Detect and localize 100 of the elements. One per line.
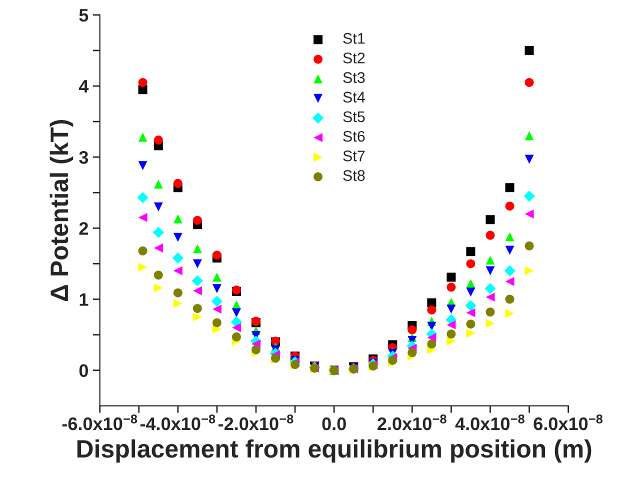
- point: [446, 282, 456, 292]
- point: [152, 226, 164, 238]
- point: [252, 345, 260, 354]
- point: [486, 266, 495, 276]
- point: [154, 270, 163, 280]
- point: [524, 131, 534, 140]
- point: [505, 246, 514, 255]
- point: [486, 308, 495, 317]
- x-tick-label: 6.0x10$^{−8}$: [534, 414, 603, 430]
- point: [138, 161, 148, 170]
- point: [192, 259, 202, 268]
- point: [524, 241, 534, 250]
- point: [230, 316, 242, 328]
- legend-label: St7: [343, 150, 365, 162]
- point: [212, 284, 222, 294]
- point: [505, 294, 514, 304]
- legend-label: St2: [343, 52, 365, 64]
- legend-label: St5: [343, 111, 365, 122]
- point: [466, 328, 476, 338]
- point: [524, 46, 534, 55]
- point: [138, 213, 148, 222]
- legend-label: St3: [343, 72, 365, 83]
- point: [138, 262, 148, 272]
- point: [505, 183, 514, 192]
- point: [466, 320, 476, 329]
- legend-label: St6: [343, 130, 365, 142]
- point: [173, 232, 182, 242]
- point: [154, 202, 163, 212]
- point: [192, 312, 202, 322]
- point: [212, 304, 222, 314]
- point: [446, 330, 456, 339]
- y-tick-label: 2: [79, 222, 88, 235]
- point: [505, 232, 514, 242]
- y-axis-title: Δ Potential (kT): [50, 120, 74, 301]
- point: [173, 288, 182, 298]
- point: [486, 318, 495, 328]
- point: [408, 348, 417, 358]
- point: [192, 275, 203, 286]
- point: [486, 215, 495, 224]
- legend-label: St1: [343, 33, 365, 44]
- point: [172, 252, 184, 264]
- point: [173, 266, 182, 276]
- y-tick-label: 5: [79, 9, 88, 22]
- y-tick-label: 3: [79, 151, 88, 164]
- y-tick-label: 1: [80, 293, 88, 306]
- point: [466, 288, 476, 297]
- point: [427, 305, 436, 314]
- point: [212, 324, 222, 334]
- point: [446, 320, 456, 330]
- point: [408, 325, 417, 334]
- point: [212, 272, 222, 282]
- point: [212, 318, 222, 328]
- point: [486, 256, 495, 265]
- point: [484, 283, 496, 294]
- x-tick-label: -2.0x10$^{−8}$: [218, 414, 294, 430]
- point: [466, 308, 476, 318]
- point: [486, 292, 495, 302]
- point: [232, 308, 241, 318]
- y-tick-label: 0: [79, 364, 88, 378]
- point: [388, 356, 398, 365]
- point: [192, 286, 202, 296]
- point: [427, 340, 436, 349]
- x-tick-label: 0.0: [322, 417, 346, 430]
- point: [505, 276, 514, 286]
- point: [232, 332, 241, 342]
- y-tick-label: 4: [78, 80, 89, 93]
- point: [504, 265, 516, 276]
- point: [154, 180, 163, 189]
- point: [192, 244, 202, 254]
- point: [505, 308, 514, 318]
- point: [446, 272, 456, 282]
- point: [524, 266, 534, 276]
- point: [154, 244, 163, 253]
- point: [524, 154, 534, 164]
- point: [524, 78, 534, 87]
- x-axis-title: Displacement from equilibrium position (m): [77, 439, 592, 463]
- point: [192, 216, 202, 225]
- point: [524, 209, 534, 218]
- x-tick-label: -4.0x10$^{−8}$: [140, 414, 216, 430]
- point: [138, 78, 148, 87]
- point: [524, 190, 535, 202]
- point: [446, 336, 456, 346]
- point: [137, 192, 148, 204]
- point: [173, 214, 182, 224]
- x-tick-label: -6.0x10$^{−8}$: [62, 414, 138, 430]
- point: [138, 246, 148, 256]
- point: [173, 299, 182, 308]
- x-tick-label: 2.0x10$^{−8}$: [378, 414, 446, 430]
- point: [192, 304, 202, 313]
- point: [232, 323, 241, 332]
- point: [138, 132, 148, 142]
- point: [173, 178, 182, 188]
- point: [212, 250, 222, 260]
- legend-label: St4: [343, 92, 365, 103]
- point: [466, 279, 476, 288]
- point: [466, 247, 476, 256]
- point: [211, 296, 223, 307]
- point: [486, 230, 495, 240]
- point: [154, 136, 163, 145]
- point: [466, 259, 476, 268]
